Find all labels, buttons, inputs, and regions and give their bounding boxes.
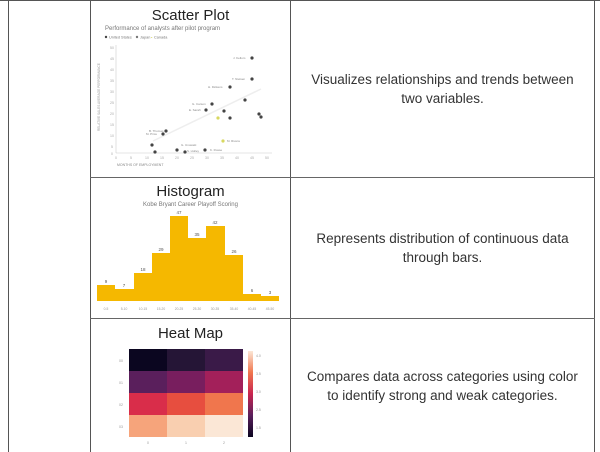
svg-text:15-20: 15-20 bbox=[157, 307, 166, 311]
chart-subtitle: Kobe Bryant Career Playoff Scoring bbox=[143, 202, 238, 208]
svg-text:0: 0 bbox=[111, 152, 113, 156]
scatter-plot-chart: United States Japan • Canada RELATIVE SA… bbox=[97, 35, 272, 167]
histogram-description-cell: Represents distribution of continuous da… bbox=[291, 178, 594, 318]
svg-text:15: 15 bbox=[160, 156, 164, 160]
svg-text:J. Kellum: J. Kellum bbox=[233, 56, 246, 60]
svg-text:T. Nielsen: T. Nielsen bbox=[232, 77, 246, 81]
svg-text:45-50: 45-50 bbox=[266, 307, 275, 311]
svg-text:G. Carson: G. Carson bbox=[192, 102, 206, 106]
svg-text:2.5: 2.5 bbox=[256, 408, 261, 412]
svg-text:26: 26 bbox=[231, 249, 237, 254]
svg-text:0: 0 bbox=[115, 156, 117, 160]
svg-text:45: 45 bbox=[250, 156, 254, 160]
chart-title: Histogram bbox=[156, 183, 225, 200]
table-top-border bbox=[0, 0, 600, 1]
svg-text:5: 5 bbox=[130, 156, 132, 160]
svg-text:30: 30 bbox=[110, 90, 114, 94]
svg-text:1.5: 1.5 bbox=[256, 426, 261, 430]
svg-text:4.0: 4.0 bbox=[256, 354, 261, 358]
svg-text:20: 20 bbox=[110, 112, 114, 116]
svg-text:Japan: Japan bbox=[140, 36, 150, 40]
svg-text:50: 50 bbox=[265, 156, 269, 160]
svg-text:1: 1 bbox=[185, 441, 187, 445]
svg-text:45: 45 bbox=[110, 57, 114, 61]
svg-text:S. Holley: S. Holley bbox=[187, 149, 200, 153]
svg-text:18: 18 bbox=[140, 267, 146, 272]
svg-text:35: 35 bbox=[194, 232, 200, 237]
svg-text:3: 3 bbox=[269, 290, 272, 295]
svg-text:29: 29 bbox=[158, 247, 164, 252]
heat-map-cell: Heat Map 00 01 02 03 bbox=[91, 319, 290, 452]
svg-text:9: 9 bbox=[105, 279, 108, 284]
svg-text:3.5: 3.5 bbox=[256, 372, 261, 376]
column-divider bbox=[290, 0, 291, 452]
svg-text:00: 00 bbox=[119, 359, 123, 363]
svg-text:M. Price: M. Price bbox=[146, 132, 157, 136]
svg-text:3.0: 3.0 bbox=[256, 390, 261, 394]
svg-text:47: 47 bbox=[176, 210, 182, 215]
row-divider bbox=[90, 177, 595, 178]
svg-text:01: 01 bbox=[119, 381, 123, 385]
svg-text:5: 5 bbox=[111, 145, 113, 149]
svg-text:United States: United States bbox=[109, 36, 132, 40]
heat-map-description-cell: Compares data across categories using co… bbox=[291, 319, 594, 452]
svg-text:10-15: 10-15 bbox=[139, 307, 148, 311]
svg-text:0: 0 bbox=[147, 441, 149, 445]
svg-text:30-35: 30-35 bbox=[211, 307, 220, 311]
svg-text:30: 30 bbox=[205, 156, 209, 160]
svg-text:H. Dickens: H. Dickens bbox=[208, 85, 223, 89]
scatter-plot-cell: Scatter Plot Performance of analysts aft… bbox=[91, 1, 290, 177]
svg-text:15: 15 bbox=[110, 123, 114, 127]
svg-text:K. Rosse: K. Rosse bbox=[210, 148, 223, 152]
svg-text:6: 6 bbox=[251, 288, 254, 293]
svg-text:20-25: 20-25 bbox=[175, 307, 184, 311]
svg-text:7: 7 bbox=[123, 283, 126, 288]
chart-title: Heat Map bbox=[157, 325, 224, 342]
svg-text:25: 25 bbox=[110, 101, 114, 105]
svg-text:40: 40 bbox=[235, 156, 239, 160]
svg-text:02: 02 bbox=[119, 403, 123, 407]
svg-text:35: 35 bbox=[220, 156, 224, 160]
histogram-cell: Histogram Kobe Bryant Career Playoff Sco… bbox=[91, 178, 290, 318]
svg-text:10: 10 bbox=[145, 156, 149, 160]
svg-text:25-30: 25-30 bbox=[193, 307, 202, 311]
svg-text:E. Sarafi: E. Sarafi bbox=[189, 108, 201, 112]
svg-text:2: 2 bbox=[223, 441, 225, 445]
svg-text:Canada: Canada bbox=[154, 36, 168, 40]
svg-text:10: 10 bbox=[110, 134, 114, 138]
svg-text:42: 42 bbox=[212, 220, 218, 225]
svg-text:5-10: 5-10 bbox=[121, 307, 128, 311]
svg-text:M. Rivera: M. Rivera bbox=[227, 139, 240, 143]
svg-text:40-45: 40-45 bbox=[248, 307, 257, 311]
svg-text:G. Unowski: G. Unowski bbox=[181, 143, 197, 147]
scatter-plot-description-cell: Visualizes relationships and trends betw… bbox=[291, 1, 594, 177]
svg-text:25: 25 bbox=[190, 156, 194, 160]
svg-text:03: 03 bbox=[119, 425, 123, 429]
svg-text:35-40: 35-40 bbox=[230, 307, 239, 311]
svg-text:50: 50 bbox=[110, 46, 114, 50]
svg-text:•: • bbox=[151, 35, 153, 40]
svg-text:0-5: 0-5 bbox=[104, 307, 109, 311]
column-divider bbox=[90, 0, 91, 452]
svg-text:35: 35 bbox=[110, 79, 114, 83]
description-text: Represents distribution of continuous da… bbox=[316, 231, 569, 265]
chart-title: Scatter Plot bbox=[151, 7, 230, 24]
chart-subtitle: Performance of analysts after pilot prog… bbox=[105, 26, 221, 32]
description-text: Compares data across categories using co… bbox=[307, 368, 578, 403]
description-text: Visualizes relationships and trends betw… bbox=[311, 72, 574, 106]
svg-text:B. Thomas: B. Thomas bbox=[149, 129, 164, 133]
table-right-border bbox=[594, 0, 595, 452]
row-divider bbox=[90, 318, 595, 319]
svg-text:20: 20 bbox=[175, 156, 179, 160]
table-left-border bbox=[8, 0, 9, 452]
svg-text:MONTHS OF EMPLOYMENT: MONTHS OF EMPLOYMENT bbox=[117, 163, 164, 167]
svg-text:40: 40 bbox=[110, 68, 114, 72]
svg-text:RELATIVE SALES AVERAGE PERFORM: RELATIVE SALES AVERAGE PERFORMANCE bbox=[97, 63, 101, 131]
